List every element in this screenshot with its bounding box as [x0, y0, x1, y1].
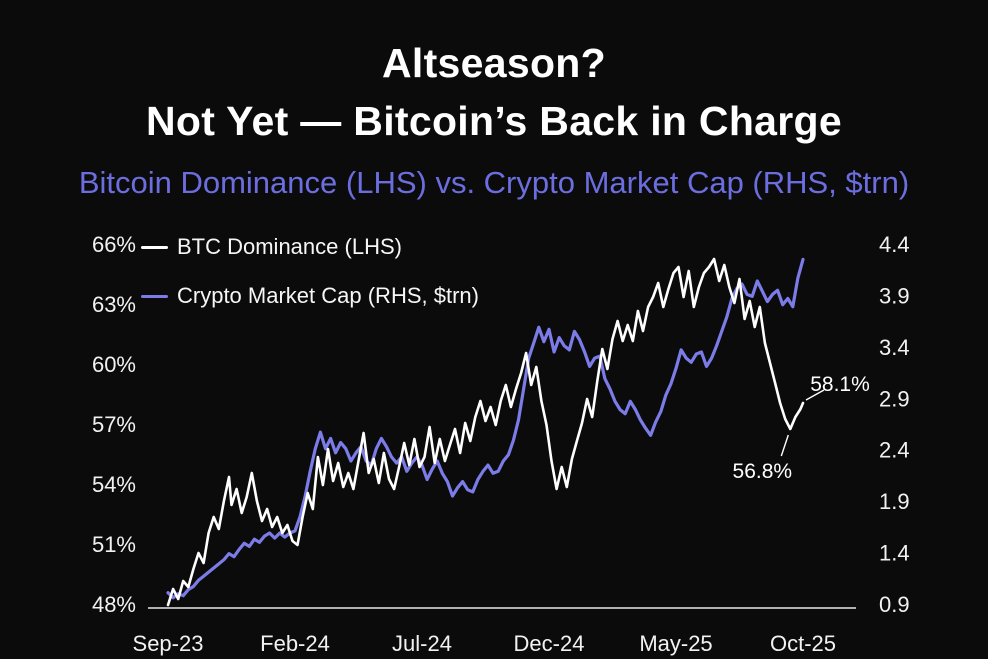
annotation-label: 56.8% [733, 460, 793, 483]
left-axis-tick-label: 54% [92, 472, 136, 497]
right-axis-tick-label: 0.9 [879, 592, 910, 617]
right-axis-tick-label: 1.9 [879, 489, 910, 514]
left-axis-tick-label: 51% [92, 532, 136, 557]
chart-header: Altseason? Not Yet — Bitcoin’s Back in Ch… [0, 34, 988, 201]
left-axis-tick-label: 66% [92, 232, 136, 257]
btc-dominance-line-swatch [141, 245, 168, 249]
annotation-connector [780, 434, 789, 457]
x-axis-tick-label: May-25 [639, 631, 712, 656]
legend-item-crypto-market-cap: Crypto Market Cap (RHS, $trn) [141, 282, 479, 310]
annotation-label: 58.1% [810, 373, 870, 396]
left-axis-tick-label: 63% [92, 292, 136, 317]
x-axis-tick-label: Sep-23 [133, 631, 204, 656]
legend-item-btc-dominance: BTC Dominance (LHS) [141, 233, 479, 261]
x-axis-tick-label: Dec-24 [514, 631, 585, 656]
right-axis-tick-label: 3.9 [879, 283, 910, 308]
x-axis-tick-label: Oct-25 [770, 631, 836, 656]
right-axis-tick-label: 2.4 [879, 438, 910, 463]
series-line-crypto-market-cap [166, 257, 805, 600]
x-axis-tick-label: Jul-24 [392, 631, 452, 656]
left-axis-tick-label: 57% [92, 412, 136, 437]
chart-title-line2: Not Yet — Bitcoin’s Back in Charge [146, 98, 842, 145]
right-axis-tick-label: 3.4 [879, 335, 910, 360]
left-axis-tick-label: 48% [92, 592, 136, 617]
annotation-connector [805, 389, 825, 401]
chart-legend: BTC Dominance (LHS) Crypto Market Cap (R… [141, 233, 479, 331]
left-axis-tick-label: 60% [92, 352, 136, 377]
legend-label-crypto-market-cap: Crypto Market Cap (RHS, $trn) [177, 283, 479, 308]
legend-label-btc-dominance: BTC Dominance (LHS) [177, 234, 402, 259]
chart-subtitle: Bitcoin Dominance (LHS) vs. Crypto Marke… [78, 165, 910, 201]
right-axis-tick-label: 4.4 [879, 232, 910, 257]
series-line-btc-dominance [166, 257, 805, 607]
right-axis-tick-label: 1.4 [879, 541, 910, 566]
right-axis-tick-label: 2.9 [879, 386, 910, 411]
crypto-market-cap-line-swatch [141, 294, 168, 298]
chart-title-line1: Altseason? [382, 40, 606, 86]
x-axis-tick-label: Feb-24 [260, 631, 330, 656]
chart-title: Altseason? Not Yet — Bitcoin’s Back in Ch… [0, 34, 988, 150]
